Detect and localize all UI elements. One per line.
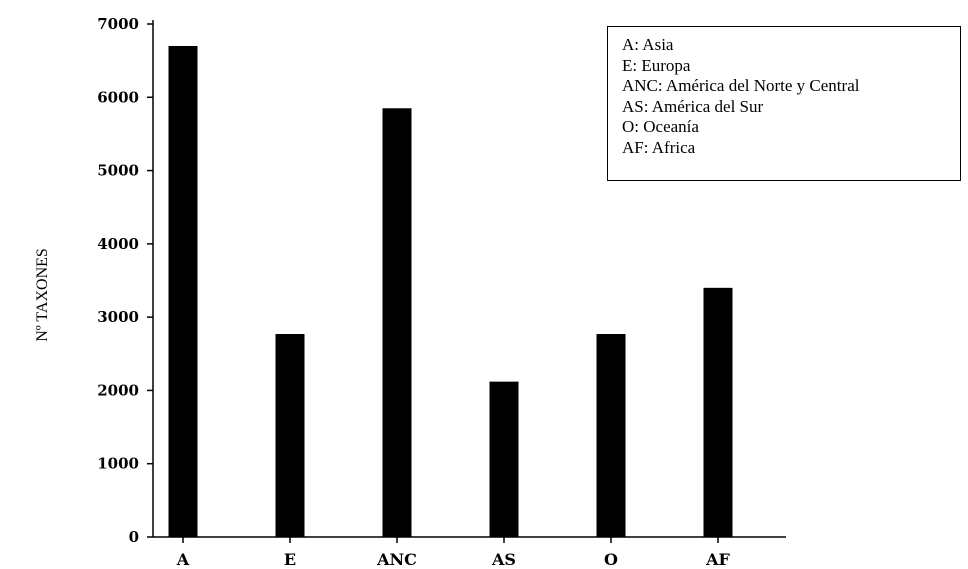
x-tick-label: AF [705, 550, 730, 569]
x-tick-label: AS [491, 550, 516, 569]
bar-e [275, 333, 305, 537]
x-tick-label: O [604, 550, 618, 569]
x-tick-label: A [176, 550, 190, 569]
bar-a [168, 45, 198, 537]
y-tick-label: 6000 [97, 88, 139, 106]
bar-o [596, 333, 626, 537]
bar-as [489, 381, 519, 537]
bars [168, 45, 733, 538]
x-axis-labels: A E ANC AS O AF [176, 537, 731, 569]
legend-item: AS: América del Sur [622, 96, 764, 116]
legend: A: Asia E: Europa ANC: América del Norte y… [607, 26, 961, 181]
legend-item: E: Europa [622, 55, 691, 75]
bar-anc [382, 108, 412, 538]
y-tick-label: 1000 [97, 455, 139, 473]
y-tick-label: 3000 [97, 308, 139, 326]
y-axis-title: Nº TAXONES [34, 248, 51, 342]
y-tick-label: 0 [129, 528, 139, 546]
y-tick-label: 4000 [97, 235, 139, 253]
axes [152, 20, 786, 538]
y-tick-label: 5000 [97, 162, 139, 180]
legend-item: ANC: América del Norte y Central [622, 76, 860, 95]
x-tick-label: E [284, 550, 296, 569]
y-axis-ticks: 0 1000 2000 3000 4000 5000 6000 7000 [97, 15, 153, 546]
bar-af [703, 287, 733, 537]
x-tick-label: ANC [376, 550, 417, 569]
legend-item: O: Oceanía [622, 117, 699, 136]
y-tick-label: 7000 [97, 15, 139, 33]
y-tick-label: 2000 [97, 381, 139, 399]
legend-item: A: Asia [622, 35, 674, 54]
legend-list: A: Asia E: Europa ANC: América del Norte y… [608, 27, 960, 158]
legend-item: AF: Africa [622, 137, 696, 157]
